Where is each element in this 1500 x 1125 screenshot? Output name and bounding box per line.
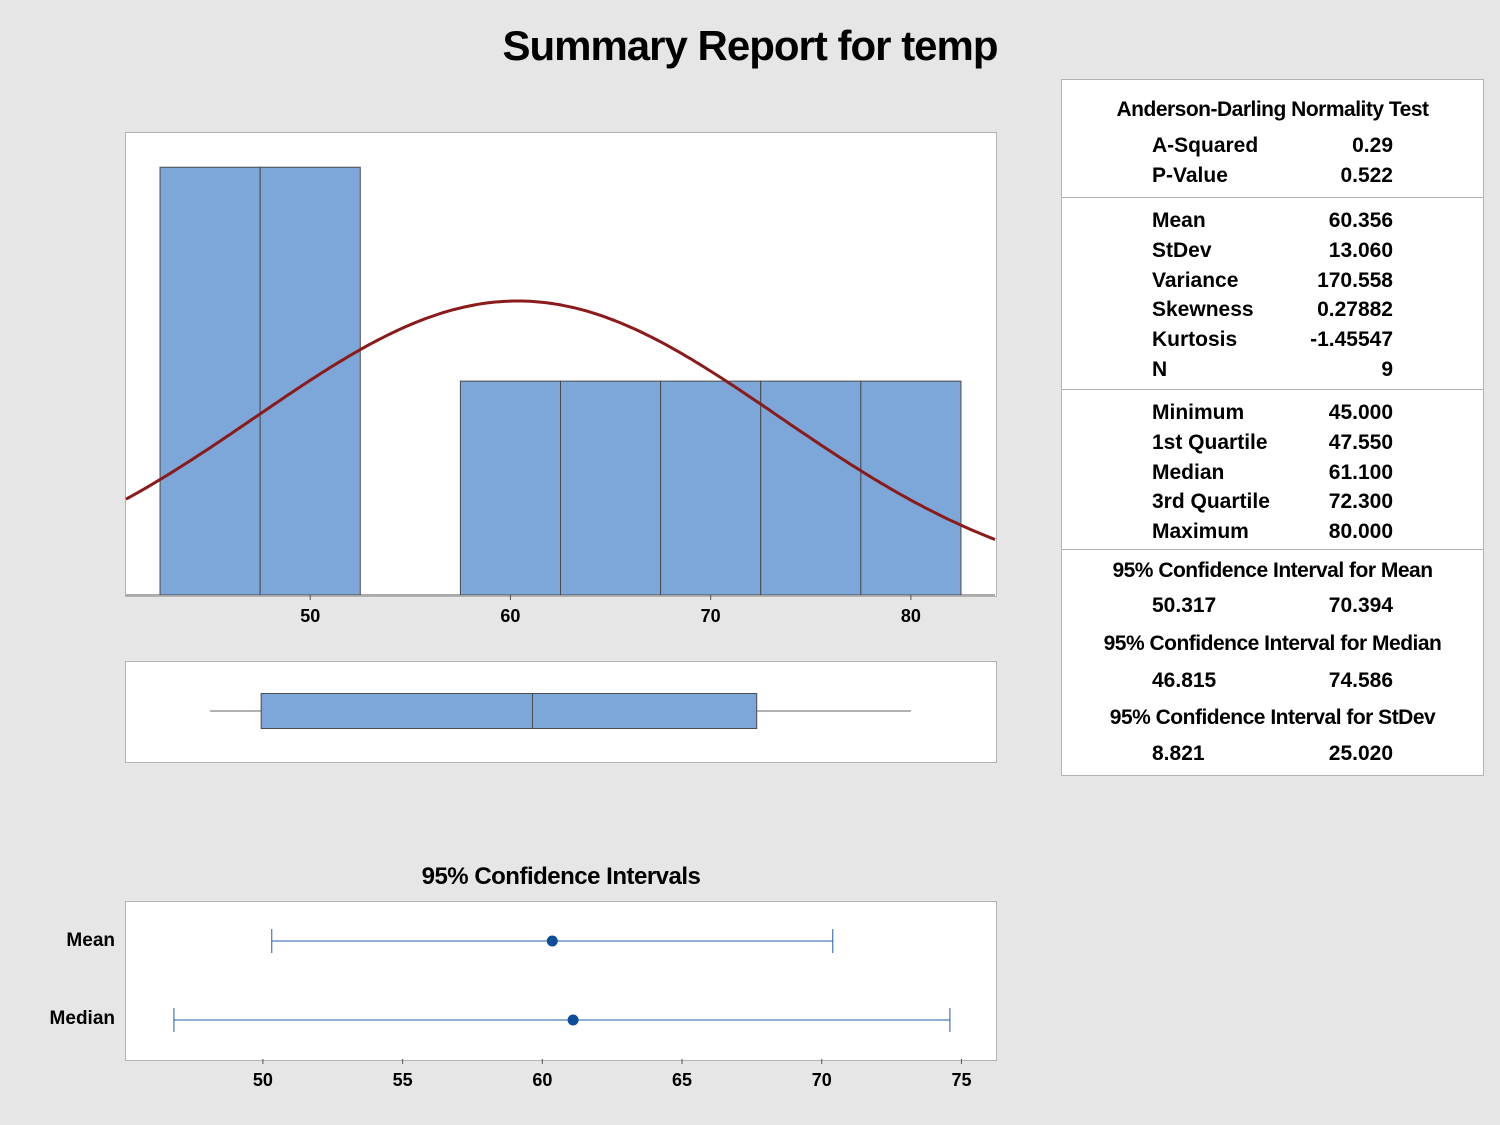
x-tick-label: 55 [393, 1070, 413, 1090]
stat-label: Minimum [1152, 401, 1245, 424]
ci-median-values: 46.815 74.586 [1062, 669, 1483, 697]
stat-label: Maximum [1152, 520, 1249, 543]
ci-median-heading: 95% Confidence Interval for Median [1103, 632, 1442, 655]
stat-value: 170.558 [1317, 269, 1393, 292]
ci-low: 50.317 [1152, 594, 1217, 617]
normal-fit-curve [125, 299, 996, 541]
stat-row-minimum: Minimum 45.000 [1062, 401, 1483, 429]
stat-row-a-squared: A-Squared 0.29 [1062, 134, 1483, 162]
stat-label: 1st Quartile [1152, 431, 1268, 454]
ci-point-estimate [546, 935, 558, 947]
stat-label: 3rd Quartile [1152, 490, 1270, 513]
stat-value: 0.522 [1340, 164, 1393, 187]
stat-value: 61.100 [1328, 461, 1393, 484]
ci-chart-panel [125, 901, 997, 1061]
boxplot-box [260, 693, 758, 729]
ci-low: 46.815 [1152, 669, 1217, 692]
stat-label: StDev [1152, 239, 1212, 262]
stat-row-variance: Variance 170.558 [1062, 269, 1483, 297]
histogram-bar [660, 380, 762, 596]
stat-row-maximum: Maximum 80.000 [1062, 520, 1483, 548]
stat-value: -1.45547 [1310, 328, 1393, 351]
stat-label: Skewness [1152, 298, 1254, 321]
stat-label: A-Squared [1152, 134, 1259, 157]
stat-label: Median [1152, 461, 1225, 484]
stat-value: 80.000 [1328, 520, 1393, 543]
stat-label: Mean [1152, 209, 1206, 232]
ci-mean-values: 50.317 70.394 [1062, 594, 1483, 622]
histogram-bar [860, 380, 962, 596]
ci-row-label-mean: Mean [66, 930, 115, 951]
x-tick-label: 60 [500, 606, 520, 626]
stat-value: 47.550 [1328, 431, 1393, 454]
x-tick-label: 60 [532, 1070, 552, 1090]
ci-row-label-median: Median [49, 1008, 115, 1029]
ci-stdev-values: 8.821 25.020 [1062, 742, 1483, 770]
stat-label: N [1152, 358, 1168, 381]
stat-label: P-Value [1152, 164, 1228, 187]
x-tick-label: 50 [253, 1070, 273, 1090]
stat-value: 13.060 [1328, 239, 1393, 262]
ci-chart-title: 95% Confidence Intervals [421, 863, 701, 890]
ci-low: 8.821 [1152, 742, 1205, 765]
x-tick-label: 65 [672, 1070, 692, 1090]
x-tick-label: 70 [812, 1070, 832, 1090]
stat-row-n: N 9 [1062, 358, 1483, 386]
stat-row-kurtosis: Kurtosis -1.45547 [1062, 328, 1483, 356]
x-tick-label: 50 [300, 606, 320, 626]
stat-row-q3: 3rd Quartile 72.300 [1062, 490, 1483, 518]
x-tick-label: 75 [951, 1070, 971, 1090]
ad-test-heading: Anderson-Darling Normality Test [1116, 98, 1430, 121]
histogram-bar [560, 380, 662, 596]
divider [1062, 197, 1483, 198]
ci-mean-heading: 95% Confidence Interval for Mean [1112, 559, 1433, 582]
histogram-bar [459, 380, 561, 596]
stat-row-mean: Mean 60.356 [1062, 209, 1483, 237]
ci-high: 25.020 [1328, 742, 1393, 765]
divider [1062, 389, 1483, 390]
stat-value: 0.29 [1352, 134, 1393, 157]
ci-point-estimate [567, 1014, 579, 1026]
stat-row-skewness: Skewness 0.27882 [1062, 298, 1483, 326]
ci-high: 70.394 [1328, 594, 1393, 617]
stat-row-stdev: StDev 13.060 [1062, 239, 1483, 267]
x-tick-label: 80 [901, 606, 921, 626]
stats-table: Anderson-Darling Normality Test A-Square… [1061, 79, 1484, 776]
report-title: Summary Report for temp [502, 22, 998, 69]
divider [1062, 549, 1483, 550]
stat-value: 72.300 [1328, 490, 1393, 513]
stat-value: 60.356 [1328, 209, 1393, 232]
ci-high: 74.586 [1328, 669, 1393, 692]
stat-value: 0.27882 [1317, 298, 1393, 321]
histogram-bar [159, 166, 261, 596]
stat-label: Variance [1152, 269, 1239, 292]
stat-row-q1: 1st Quartile 47.550 [1062, 431, 1483, 459]
stat-row-p-value: P-Value 0.522 [1062, 164, 1483, 192]
stat-row-median: Median 61.100 [1062, 461, 1483, 489]
stat-value: 45.000 [1328, 401, 1393, 424]
x-tick-label: 70 [701, 606, 721, 626]
stat-label: Kurtosis [1152, 328, 1238, 351]
ci-stdev-heading: 95% Confidence Interval for StDev [1109, 706, 1436, 729]
stat-value: 9 [1381, 358, 1393, 381]
